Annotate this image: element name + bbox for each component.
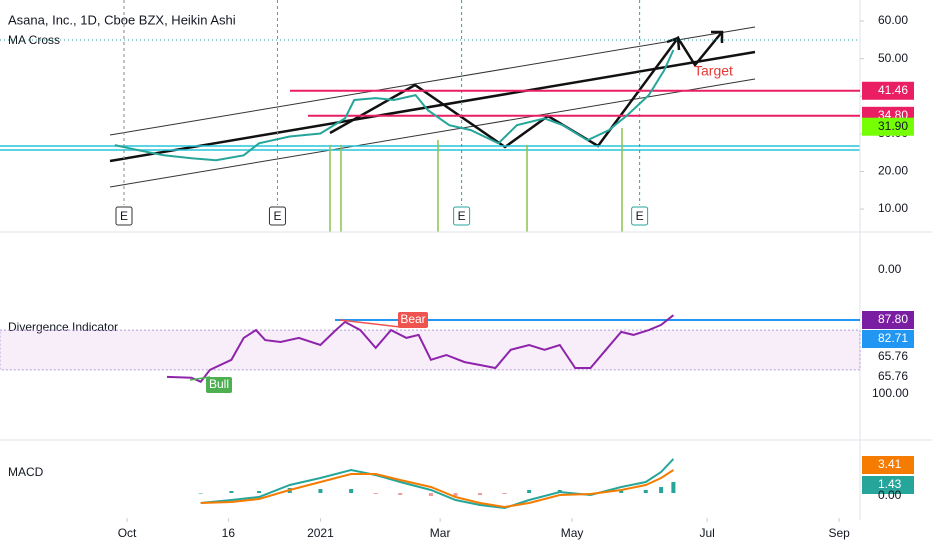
macd-label-bg	[862, 476, 914, 494]
macd-histogram	[671, 482, 676, 493]
y-tick-label: 20.00	[878, 164, 908, 178]
arrow-head	[711, 30, 724, 43]
divergence-name: Divergence Indicator	[8, 320, 118, 334]
scale-label: 0.00	[878, 262, 902, 276]
level-label: 31.90	[878, 119, 908, 133]
arrow-head	[666, 36, 681, 51]
bear-bg	[398, 312, 428, 328]
x-tick-label: 2021	[307, 526, 334, 540]
earnings-box	[631, 206, 649, 226]
macd-histogram	[659, 487, 664, 493]
macd-histogram	[453, 493, 458, 496]
divergence-label: 82.71	[878, 331, 908, 345]
price-line	[114, 49, 675, 162]
bull-bg	[206, 377, 232, 393]
macd-label: 3.41	[878, 457, 902, 471]
macd-histogram	[527, 490, 532, 493]
price-decorations	[0, 26, 860, 232]
y-tick-label: 10.00	[878, 201, 908, 215]
divergence-label: 65.76	[878, 349, 908, 363]
x-tick-label: Jul	[699, 526, 714, 540]
bear-label: Bear	[400, 312, 425, 326]
x-tick-label: Sep	[828, 526, 850, 540]
x-tick-label: May	[561, 526, 584, 540]
bull-label: Bull	[209, 377, 229, 391]
macd-line	[200, 469, 674, 509]
x-tick-label: 16	[222, 526, 236, 540]
bull-line	[189, 376, 211, 381]
macd-histogram	[373, 493, 378, 494]
divergence-label: 87.80	[878, 312, 908, 326]
y-tick-label: 50.00	[878, 51, 908, 65]
earnings-box	[115, 206, 133, 226]
divergence-label-bg	[862, 330, 914, 348]
macd-histogram	[428, 493, 433, 496]
annotation: Target	[694, 63, 733, 79]
indicator-name: MA Cross	[8, 33, 60, 47]
divergence-line	[166, 314, 675, 384]
macd-histogram	[643, 490, 648, 493]
scale-label: 100.00	[872, 386, 909, 400]
earnings-box	[268, 206, 286, 226]
macd-histogram	[619, 490, 624, 493]
x-tick-label: Mar	[430, 526, 451, 540]
level-label: 41.46	[878, 83, 908, 97]
macd-name: MACD	[8, 465, 44, 479]
macd-histogram	[478, 493, 483, 495]
macd-label: 0.00	[878, 488, 902, 502]
earnings-label: E	[636, 209, 644, 223]
chart-title: Asana, Inc., 1D, Cboe BZX, Heikin Ashi	[8, 12, 236, 27]
earnings-label: E	[273, 209, 281, 223]
earnings-box	[453, 206, 471, 226]
macd-label: 1.43	[878, 477, 902, 491]
macd-line	[200, 458, 675, 510]
macd-histogram	[229, 491, 234, 493]
divergence-label: 65.76	[878, 369, 908, 383]
bear-line	[339, 319, 401, 328]
divergence-label-bg	[862, 311, 914, 329]
divergence-band	[0, 329, 861, 371]
earnings-label: E	[120, 209, 128, 223]
earnings-label: E	[458, 209, 466, 223]
macd-histogram	[349, 489, 354, 493]
macd-histogram	[398, 493, 403, 495]
x-tick-label: Oct	[118, 526, 137, 540]
macd-histogram	[198, 493, 203, 494]
y-tick-label: 60.00	[878, 13, 908, 27]
trend-line	[109, 50, 756, 163]
level-label-bg	[862, 81, 914, 100]
level-label-bg	[862, 117, 914, 136]
channel-top	[109, 26, 756, 136]
macd-histogram	[257, 491, 262, 493]
macd-histogram	[318, 489, 323, 493]
macd-histogram	[502, 493, 507, 494]
macd-label-bg	[862, 456, 914, 474]
